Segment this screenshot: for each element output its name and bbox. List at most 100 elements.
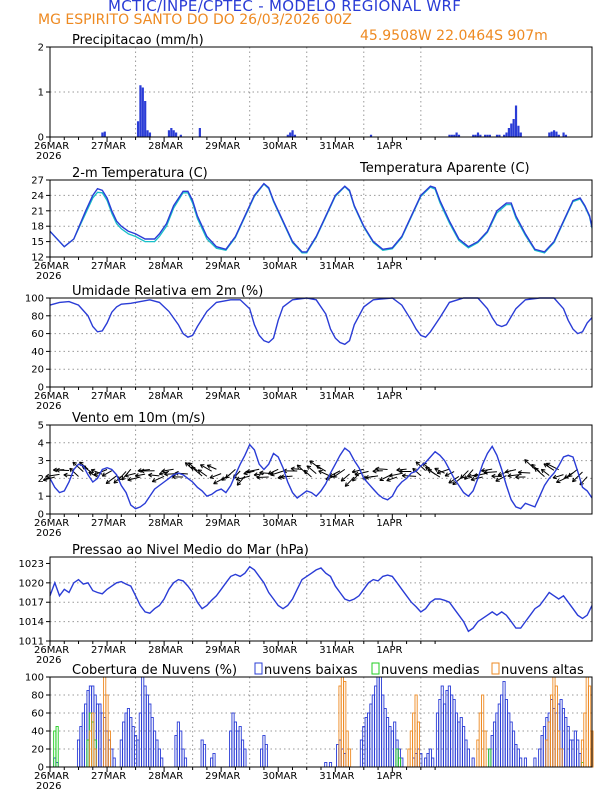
wind-vector-head: [425, 466, 428, 471]
wind-vector-head: [556, 478, 560, 483]
x-tick-label: 31MAR: [319, 261, 354, 272]
y-tick-label: 100: [25, 294, 44, 305]
wind-vector: [460, 470, 469, 479]
wind-vector-head: [237, 483, 242, 486]
precip-bar: [148, 132, 152, 137]
wind-vector-head: [306, 465, 310, 470]
wind-vector: [303, 469, 312, 478]
wind-vector-head: [470, 479, 476, 482]
wind-vector-head: [379, 476, 383, 481]
low-cloud-bar: [428, 748, 432, 768]
wind-vector-head: [290, 466, 295, 470]
header-title: MCTIC/INPE/CPTEC - MODELO REGIONAL WRF: [108, 0, 462, 15]
wind-vector-head: [567, 472, 571, 477]
precip-bar: [172, 130, 175, 137]
wind-vector-head: [497, 474, 503, 477]
x-year-label: 2026: [36, 271, 61, 282]
wind-vector: [306, 465, 317, 474]
legend-label: nuvens baixas: [264, 663, 358, 678]
wind-vector-head: [259, 472, 264, 476]
low-cloud-bar: [445, 690, 449, 768]
x-tick-label: 29MAR: [205, 261, 240, 272]
wind-vector-head: [444, 472, 448, 477]
low-cloud-bar: [241, 739, 245, 768]
wind-vector-head: [352, 477, 354, 482]
y-tick-label: 1014: [19, 617, 44, 628]
wind-vector-head: [552, 474, 557, 479]
wind-vector-head: [515, 476, 520, 480]
wind-vector: [268, 468, 279, 475]
panel-frame: [49, 297, 593, 388]
wind-vector-head: [564, 474, 567, 479]
y-tick-label: 1020: [19, 578, 44, 589]
panel-frame: [49, 424, 593, 515]
panel-title: Cobertura de Nuvens (%): [72, 663, 237, 678]
low-cloud-bar: [122, 721, 126, 768]
wind-vector: [541, 468, 550, 476]
legend-label: nuvens altas: [501, 663, 584, 678]
wind-vector: [197, 469, 208, 477]
wind-vector-head: [491, 475, 496, 479]
low-cloud-bar: [459, 717, 463, 768]
x-tick-label: 1APR: [376, 518, 402, 529]
precip-bar: [103, 131, 106, 137]
wind-vector: [427, 469, 441, 478]
wind-vector-head: [399, 469, 404, 472]
wind-vector: [505, 469, 517, 473]
x-tick-label: 28MAR: [148, 645, 183, 656]
wind-vector-head: [332, 473, 336, 478]
wind-vector-head: [388, 473, 393, 477]
y-tick-label: 60: [31, 329, 44, 340]
wind-vector: [507, 474, 521, 477]
wind-vector-head: [88, 471, 92, 476]
precip-bar: [453, 134, 456, 137]
wind-vector-head: [253, 472, 258, 476]
low-cloud-bar: [523, 757, 527, 768]
x-tick-label: 26MAR: [34, 261, 69, 272]
low-cloud-bar: [542, 726, 547, 768]
wind-vector-head: [190, 466, 194, 471]
precip-bar: [498, 134, 501, 137]
low-cloud-bar: [578, 753, 582, 768]
low-cloud-bar: [328, 762, 333, 768]
low-cloud-bar: [183, 757, 188, 768]
low-cloud-bar: [462, 726, 466, 768]
low-cloud-bar: [454, 712, 459, 768]
low-cloud-bar: [84, 703, 88, 768]
precip-bar: [472, 134, 475, 137]
x-tick-label: 27MAR: [91, 518, 126, 529]
panel-frame: [49, 179, 593, 258]
precip-bar: [564, 134, 568, 137]
high-cloud-bar: [554, 685, 558, 768]
x-tick-label: 1APR: [376, 261, 402, 272]
wind-vector: [45, 473, 60, 478]
y-tick-label: 24: [31, 191, 44, 202]
x-tick-label: 30MAR: [262, 645, 297, 656]
wind-vector-head: [425, 466, 430, 469]
mid-cloud-bar: [55, 726, 59, 768]
low-cloud-bar: [138, 712, 142, 768]
precip-bar: [179, 134, 182, 137]
high-cloud-bar: [347, 748, 352, 768]
x-tick-label: 28MAR: [148, 518, 183, 529]
high-cloud-bar: [552, 676, 556, 768]
precip-bar: [507, 128, 510, 137]
x-tick-label: 29MAR: [205, 518, 240, 529]
wind-vector: [365, 475, 379, 479]
wind-vector-head: [517, 471, 522, 475]
wind-vector-head: [497, 471, 502, 476]
wind-vector-head: [137, 468, 142, 472]
wind-vector-head: [309, 460, 314, 462]
precip-bar: [457, 134, 461, 137]
wind-vector-head: [364, 474, 369, 479]
y-tick-label: 0: [38, 763, 44, 774]
low-cloud-bar: [150, 717, 154, 768]
high-cloud-bar: [88, 730, 92, 768]
wind-vector-head: [468, 476, 473, 479]
low-cloud-bar: [110, 748, 114, 768]
low-cloud-bar: [464, 739, 468, 768]
x-tick-label: 26MAR: [34, 141, 69, 152]
y-tick-label: 1: [38, 492, 44, 503]
wind-vector-head: [81, 465, 85, 470]
wind-vector-head: [148, 472, 153, 476]
